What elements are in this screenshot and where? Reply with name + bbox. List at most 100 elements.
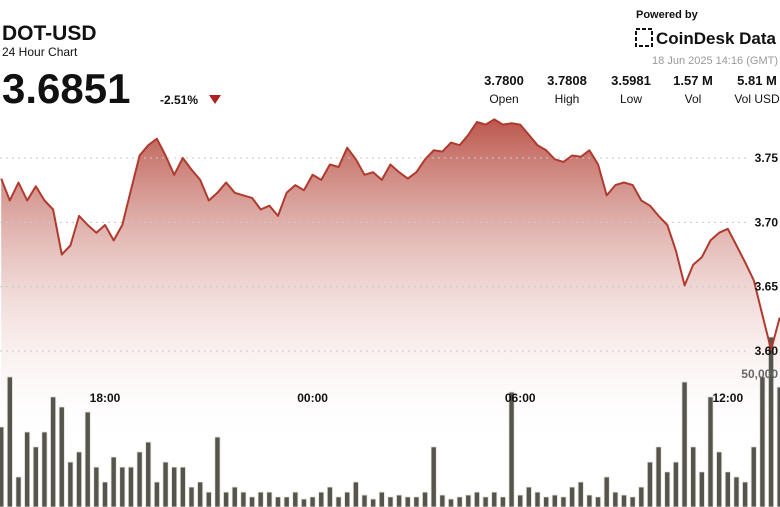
volume-bar [733,476,740,507]
volume-bar [58,406,65,507]
volume-bar [534,491,541,507]
volume-bar [612,491,619,507]
volume-bar [698,471,705,507]
price: 3.6851 [2,65,130,112]
volume-bar [742,481,749,507]
volume-bar [655,446,662,507]
volume-bar [499,496,506,507]
stat-value: 1.57 M [673,73,713,88]
volume-bar [318,491,325,507]
volume-bar [326,486,333,507]
volume-bar [179,466,186,507]
volume-bar [396,494,403,507]
stat-label: Vol [685,92,702,106]
volume-bar [102,481,109,507]
subtitle: 24 Hour Chart [2,45,78,59]
volume-bar [344,491,351,507]
volume-bar [335,496,342,507]
x-tick-label: 00:00 [297,391,328,405]
volume-bar [404,496,411,507]
volume-bar [283,496,290,507]
brand-icon [635,28,653,47]
volume-bar [378,491,385,507]
volume-bar [422,491,429,507]
stat-label: High [555,92,580,106]
y2-tick-label: 50,000 [741,367,778,381]
volume-bar [413,496,420,507]
volume-bar [439,494,446,507]
volume-bar [67,461,74,507]
stats: 3.7800 Open 3.7808 High 3.5981 Low 1.57 M Vol 5.… [484,73,780,106]
x-tick-label: 12:00 [712,391,743,405]
volume-bar [50,396,57,507]
volume-bar [266,491,273,507]
powered-by: Powered by [636,9,699,21]
y-tick-label: 3.75 [755,151,779,165]
volume-bar [127,466,134,507]
volume-bar [15,476,22,507]
stat-value: 5.81 M [737,73,777,88]
volume-bar [24,431,31,507]
volume-bar [76,451,83,507]
volume-bar [690,446,697,507]
volume-bar [93,466,100,507]
volume-bar [231,486,238,507]
volume-bar [205,491,212,507]
volume-bar [482,496,489,507]
volume-bar [517,494,524,507]
volume-bar [716,451,723,507]
volume-bar [240,491,247,507]
stat-value: 3.7800 [484,73,524,88]
area-fill [1,119,780,507]
price-line [0,118,780,351]
y-tick-label: 3.60 [755,344,779,358]
volume-bar [32,446,39,507]
y-tick-label: 3.65 [755,280,779,294]
volume-bar [473,491,480,507]
volume-bar [508,391,515,507]
volume-bar [525,486,532,507]
volume-bar [171,466,178,507]
volume-bar [188,486,195,507]
volume-bar [638,486,645,507]
stat-value: 3.7808 [547,73,587,88]
volume-bar [292,491,299,507]
volume-bar [595,496,602,507]
volume-bar [621,494,628,507]
volume-bar [6,376,13,507]
volume-bar [84,411,91,507]
volume-bar [681,381,688,507]
brand: CoinDesk Data [656,29,777,48]
volume-bar [707,396,714,507]
volume-bar [370,498,377,507]
stat-label: Open [489,92,518,106]
volume-bar [759,376,766,507]
change: -2.51% [160,93,198,107]
volume-bar [274,496,281,507]
stat-label: Low [620,92,642,106]
x-tick-label: 06:00 [505,391,536,405]
volume-bar [153,481,160,507]
volume-bar [145,441,152,507]
volume-bar [724,471,731,507]
volume-bar [560,496,567,507]
down-arrow [209,95,221,104]
volume-bar [430,446,437,507]
volume-bar [664,471,671,507]
x-tick-label: 18:00 [90,391,121,405]
volume-bar [672,461,679,507]
volume-bar [309,496,316,507]
volume-bar [750,446,757,507]
volume-bar [603,476,610,507]
volume-bar [646,461,653,507]
volume-bar [465,494,472,507]
stat-value: 3.5981 [611,73,651,88]
volume-bar [586,494,593,507]
y-tick-label: 3.70 [755,215,779,229]
volume-bar [352,481,359,507]
volume-bar [223,491,230,507]
volume-bar [214,436,221,507]
volume-bar [361,494,368,507]
volume-bar [162,461,169,507]
